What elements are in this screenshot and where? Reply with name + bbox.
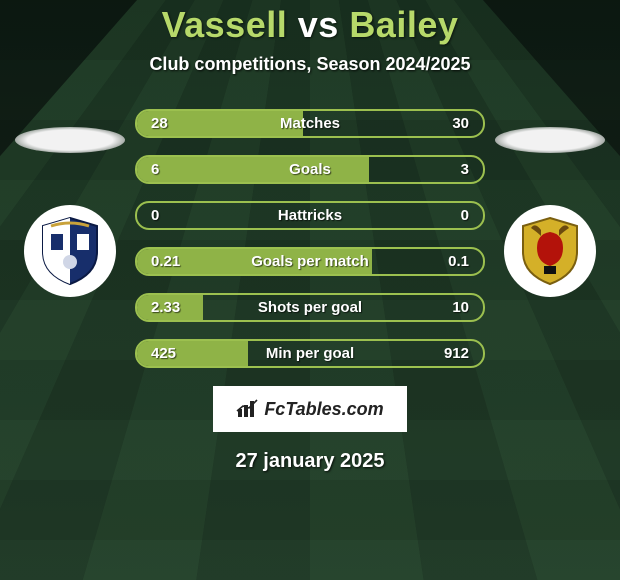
- date-text: 27 january 2025: [0, 450, 620, 473]
- right-side: [485, 109, 615, 297]
- brand-chart-icon: [236, 399, 260, 419]
- left-crest-icon: [31, 212, 109, 290]
- stat-right-value: 30: [452, 115, 469, 132]
- stat-right-value: 3: [461, 161, 469, 178]
- stat-label: Min per goal: [137, 345, 483, 362]
- right-badge: [504, 205, 596, 297]
- stat-row: 2.33Shots per goal10: [135, 293, 485, 322]
- brand-text: FcTables.com: [264, 399, 383, 420]
- stat-row: 0Hattricks0: [135, 201, 485, 230]
- stat-right-value: 912: [444, 345, 469, 362]
- left-scarf: [15, 127, 125, 153]
- stat-row: 425Min per goal912: [135, 339, 485, 368]
- left-side: [5, 109, 135, 297]
- stat-right-value: 10: [452, 299, 469, 316]
- stat-label: Shots per goal: [137, 299, 483, 316]
- left-badge: [24, 205, 116, 297]
- stat-row: 6Goals3: [135, 155, 485, 184]
- vs-text: vs: [298, 4, 339, 45]
- stat-label: Matches: [137, 115, 483, 132]
- stat-label: Goals: [137, 161, 483, 178]
- player1-name: Vassell: [162, 4, 288, 45]
- columns: 28Matches30 6Goals3 0Hattricks0 0.21Goals p…: [0, 109, 620, 368]
- player2-name: Bailey: [349, 4, 458, 45]
- stats-list: 28Matches30 6Goals3 0Hattricks0 0.21Goals p…: [135, 109, 485, 368]
- stat-row: 28Matches30: [135, 109, 485, 138]
- comparison-title: Vassell vs Bailey: [0, 4, 620, 46]
- right-crest-icon: [511, 212, 589, 290]
- stat-label: Goals per match: [137, 253, 483, 270]
- stat-right-value: 0: [461, 207, 469, 224]
- stat-label: Hattricks: [137, 207, 483, 224]
- right-scarf: [495, 127, 605, 153]
- stat-right-value: 0.1: [448, 253, 469, 270]
- subtitle: Club competitions, Season 2024/2025: [0, 54, 620, 75]
- content-wrapper: Vassell vs Bailey Club competitions, Sea…: [0, 0, 620, 580]
- stat-row: 0.21Goals per match0.1: [135, 247, 485, 276]
- brand-box: FcTables.com: [213, 386, 407, 432]
